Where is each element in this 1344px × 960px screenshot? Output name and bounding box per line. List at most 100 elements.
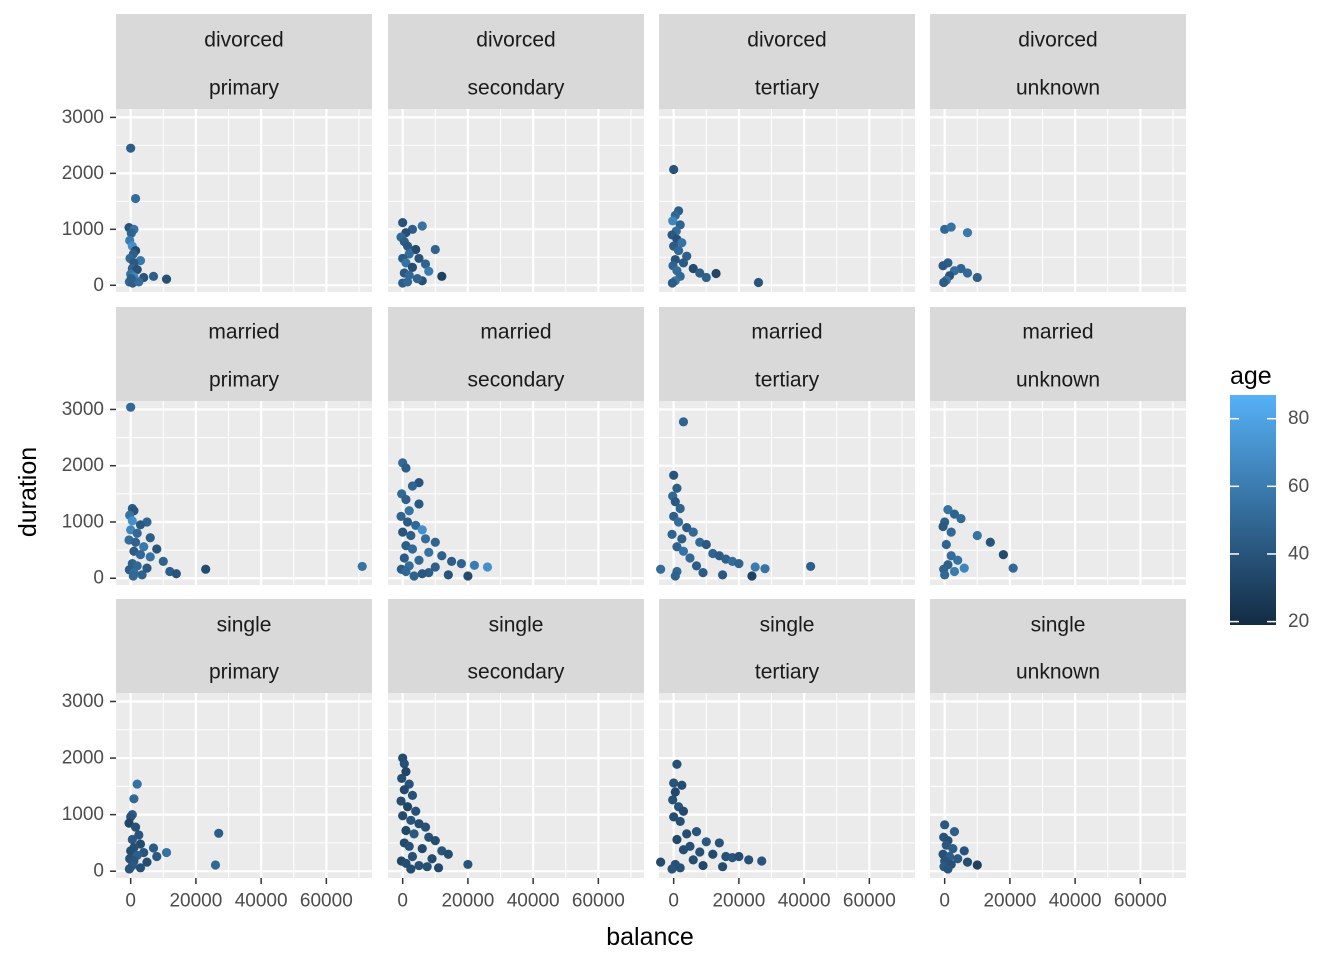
x-tick-label: 20000 [169, 891, 222, 912]
data-point [456, 559, 466, 569]
x-tick-label: 40000 [235, 891, 288, 912]
data-point [672, 759, 682, 769]
facet-strip [659, 307, 915, 401]
y-tick-label: 3000 [62, 107, 104, 128]
x-tick-label: 60000 [300, 891, 353, 912]
data-point [672, 834, 682, 845]
data-point [398, 527, 408, 537]
data-point [959, 846, 969, 856]
data-point [949, 827, 960, 837]
data-point [443, 849, 453, 859]
panel-background [388, 401, 644, 585]
data-point [753, 277, 764, 288]
data-point [669, 164, 679, 175]
data-point [424, 547, 434, 557]
data-point [399, 759, 409, 769]
data-point [126, 228, 136, 238]
data-point [132, 528, 142, 538]
data-point [962, 268, 973, 278]
data-point [152, 851, 162, 862]
data-point [669, 470, 679, 480]
data-point [148, 843, 159, 853]
data-point [760, 564, 770, 574]
data-point [672, 542, 682, 552]
data-point [685, 553, 695, 563]
facet-strip-label-marital: married [208, 321, 279, 344]
data-point [414, 555, 424, 565]
facet-strip-label-marital: single [760, 614, 815, 637]
data-point [402, 802, 413, 812]
data-point [678, 845, 689, 855]
data-point [698, 568, 708, 578]
data-point [399, 553, 409, 563]
facet-strip-label-education: unknown [1016, 661, 1100, 684]
data-point [414, 253, 424, 264]
data-point [402, 277, 413, 287]
data-point [941, 539, 951, 550]
data-point [717, 862, 728, 872]
data-point [943, 504, 953, 515]
data-point [132, 265, 142, 275]
data-point [152, 544, 162, 554]
data-point [171, 569, 181, 579]
data-point [201, 564, 211, 574]
panel-background [659, 109, 915, 292]
data-point [214, 828, 224, 838]
data-point [407, 262, 418, 272]
data-point [998, 550, 1008, 560]
y-tick-label: 2000 [62, 163, 104, 184]
data-point [695, 847, 705, 857]
data-point [417, 569, 427, 579]
data-point [972, 530, 982, 541]
data-point [463, 859, 473, 870]
data-point [806, 561, 816, 572]
data-point [437, 551, 447, 561]
data-point [401, 258, 411, 268]
data-point [940, 570, 950, 580]
facet-strip [116, 307, 372, 401]
data-point [688, 855, 698, 865]
data-point [402, 517, 413, 527]
data-point [675, 863, 685, 873]
data-point [417, 843, 427, 854]
data-point [670, 571, 680, 581]
panel-background [116, 109, 372, 292]
data-point [985, 537, 995, 547]
data-point [407, 790, 418, 801]
x-tick-label: 20000 [983, 891, 1036, 912]
data-point [430, 562, 440, 572]
data-point [669, 812, 679, 822]
data-point [675, 503, 685, 514]
data-point [422, 862, 432, 872]
data-point [656, 857, 666, 867]
data-point [714, 838, 724, 848]
data-point [420, 259, 431, 269]
data-point [401, 566, 411, 577]
panel-background [930, 401, 1186, 585]
data-point [414, 860, 424, 871]
facet-strip-label-marital: married [1022, 321, 1093, 344]
data-point [407, 851, 418, 862]
data-point [701, 539, 711, 550]
facet-strip [388, 307, 644, 401]
data-point [956, 514, 966, 524]
data-point [127, 516, 137, 526]
data-point [210, 860, 221, 870]
panel-background [659, 401, 915, 585]
facet-strip-label-marital: single [489, 614, 544, 637]
facet-strip-label-education: tertiary [755, 661, 820, 684]
legend-tick-label: 80 [1288, 408, 1309, 429]
data-point [135, 520, 146, 530]
data-point [943, 864, 953, 874]
data-point [161, 274, 172, 284]
data-point [946, 551, 956, 561]
x-tick-label: 0 [125, 891, 136, 912]
facet-strip [930, 307, 1186, 401]
y-tick-label: 0 [93, 568, 104, 589]
facet-strip-label-marital: divorced [476, 29, 555, 52]
legend-tick-label: 40 [1288, 543, 1309, 564]
facet-strip-label-marital: married [480, 321, 551, 344]
data-point [417, 525, 427, 535]
data-point [412, 273, 422, 284]
